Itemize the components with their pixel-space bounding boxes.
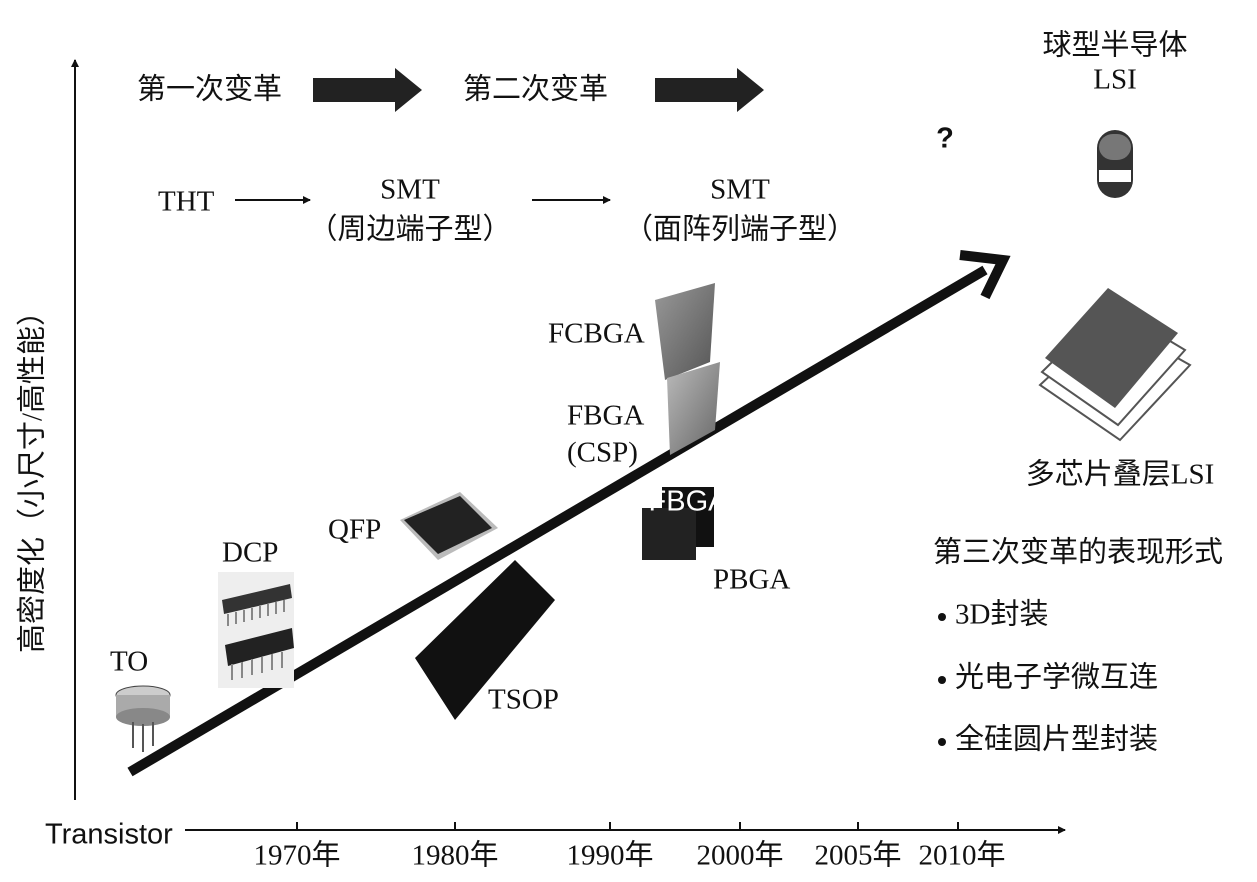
package-label: TO [110, 646, 148, 678]
x-tick-label: 2010年 [918, 839, 1005, 872]
block-arrow [655, 68, 764, 112]
pbga-icon: FBGA [642, 486, 728, 560]
x-tick-label: 1980年 [411, 839, 498, 872]
package-label: 多芯片叠层LSI [1026, 458, 1215, 491]
package-label: QFP [328, 514, 381, 546]
bullet [938, 676, 946, 684]
x-tick-label: 2005年 [814, 839, 901, 872]
y-axis-label: 高密度化（小尺寸/高性能） [16, 297, 49, 653]
block-arrow [313, 68, 422, 112]
package-label: TSOP [488, 684, 559, 716]
bullet [938, 738, 946, 746]
tech-note: （周边端子型） [308, 213, 511, 246]
revolution-label: 第一次变革 [137, 73, 282, 106]
package-label: DCP [222, 537, 278, 569]
tech-note: （面阵列端子型） [624, 213, 856, 246]
tech-label: THT [158, 186, 215, 218]
package-label: FCBGA [548, 318, 645, 350]
chip-marking: FBGA [649, 486, 729, 518]
tsop-icon [415, 560, 555, 720]
to-icon [115, 685, 171, 752]
trend-arrow [127, 265, 988, 777]
package-label: PBGA [713, 564, 790, 596]
dcp-icon [218, 572, 294, 688]
third-title: 第三次变革的表现形式 [933, 536, 1223, 569]
x-axis-start: Transistor [45, 819, 173, 851]
x-tick-label: 1970年 [253, 839, 340, 872]
x-ticks [296, 822, 959, 830]
ball-lsi-label: 球型半导体 [1042, 29, 1187, 62]
third-item: 全硅圆片型封装 [955, 723, 1158, 756]
third-item: 3D封装 [955, 598, 1048, 631]
package-label: (CSP) [567, 437, 638, 469]
question-mark: ? [936, 123, 954, 155]
ball-lsi-label: LSI [1093, 64, 1137, 96]
stacked-lsi-icon [1038, 288, 1192, 442]
trend-arrowhead [959, 250, 1011, 300]
x-tick-label: 2000年 [696, 839, 783, 872]
ball-lsi-icon [1097, 130, 1133, 198]
tech-label: SMT [710, 174, 770, 206]
tech-label: SMT [380, 174, 440, 206]
qfp-icon [400, 492, 498, 560]
x-tick-label: 1990年 [566, 839, 653, 872]
bullet [938, 613, 946, 621]
third-item: 光电子学微互连 [955, 661, 1158, 694]
package-label: FBGA [567, 400, 644, 432]
fcbga-icon [655, 283, 715, 380]
revolution-label: 第二次变革 [463, 73, 608, 106]
fbga-icon [667, 362, 720, 455]
